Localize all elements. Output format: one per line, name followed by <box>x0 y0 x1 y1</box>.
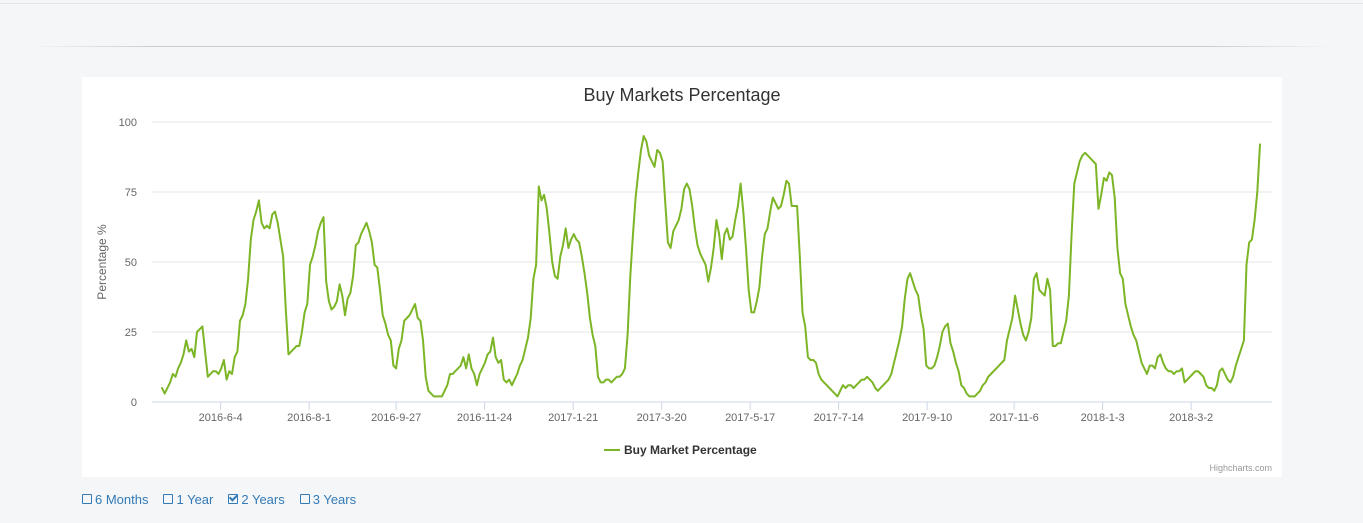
range-option-6-months[interactable]: 6 Months <box>82 492 148 507</box>
x-tick-label: 2018-1-3 <box>1081 412 1125 424</box>
checkbox-icon[interactable] <box>82 494 92 504</box>
x-tick-label: 2016-8-1 <box>287 412 331 424</box>
range-selector: 6 Months 1 Year 2 Years 3 Years <box>82 490 356 508</box>
chart-credits[interactable]: Highcharts.com <box>1209 463 1272 473</box>
y-tick-label: 0 <box>131 397 137 409</box>
x-axis: 2016-6-4 2016-8-1 2016-9-27 2016-11-24 2017-… <box>199 402 1213 424</box>
y-tick-label: 100 <box>119 117 137 129</box>
checkbox-icon[interactable] <box>163 494 174 504</box>
x-tick-label: 2016-9-27 <box>371 412 421 424</box>
page-top-bar <box>0 0 1363 4</box>
x-tick-label: 2017-11-6 <box>989 412 1038 424</box>
range-option-label[interactable]: 2 Years <box>241 491 285 507</box>
chart-title: Buy Markets Percentage <box>583 85 780 105</box>
range-option-label[interactable]: 3 Years <box>312 491 357 507</box>
range-option-1-year[interactable]: 1 Year <box>163 492 213 507</box>
legend-label[interactable]: Buy Market Percentage <box>624 443 757 457</box>
chart-container: Buy Markets Percentage 0 25 50 75 100 Percen… <box>82 77 1282 477</box>
x-tick-label: 2017-3-20 <box>637 412 687 424</box>
range-option-2-years[interactable]: 2 Years <box>228 491 285 507</box>
x-tick-label: 2018-3-2 <box>1169 412 1213 424</box>
y-axis-title: Percentage % <box>95 224 109 300</box>
y-tick-label: 25 <box>125 327 137 339</box>
checkbox-checked-icon[interactable] <box>228 494 239 504</box>
y-tick-label: 75 <box>125 187 137 199</box>
x-tick-label: 2017-9-10 <box>902 412 952 424</box>
legend[interactable]: Buy Market Percentage <box>604 443 757 457</box>
header-separator <box>30 46 1333 47</box>
x-tick-label: 2017-7-14 <box>814 412 864 424</box>
y-axis: 0 25 50 75 100 <box>119 117 137 409</box>
range-option-label[interactable]: 6 Months <box>95 491 149 507</box>
series-layer <box>161 135 1261 398</box>
y-tick-label: 50 <box>125 257 137 269</box>
x-tick-label: 2016-6-4 <box>199 412 243 424</box>
series-line <box>161 135 1261 398</box>
range-option-3-years[interactable]: 3 Years <box>299 491 357 507</box>
range-option-label[interactable]: 1 Year <box>176 491 214 507</box>
x-tick-label: 2016-11-24 <box>457 412 512 424</box>
checkbox-icon[interactable] <box>299 494 310 504</box>
x-tick-label: 2017-1-21 <box>548 412 598 424</box>
x-tick-label: 2017-5-17 <box>725 412 775 424</box>
chart-svg: Buy Markets Percentage 0 25 50 75 100 Percen… <box>95 85 1272 457</box>
